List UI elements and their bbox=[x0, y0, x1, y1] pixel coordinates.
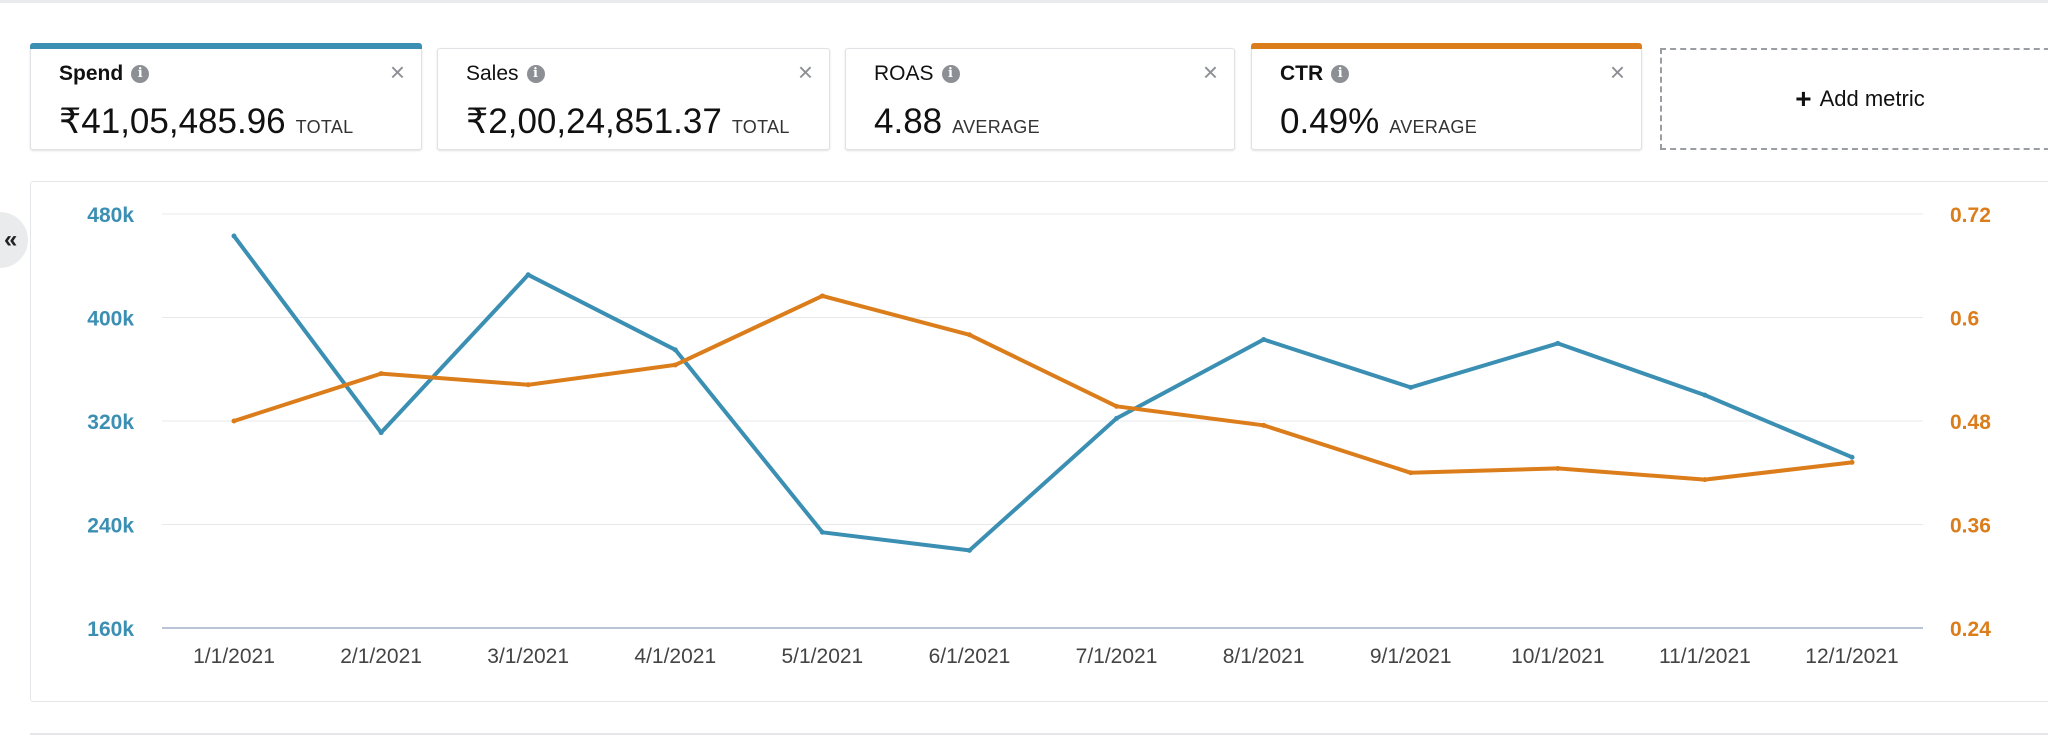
x-axis-tick-label: 11/1/2021 bbox=[1659, 645, 1751, 668]
metric-aggregation: TOTAL bbox=[731, 117, 790, 137]
metric-aggregation: AVERAGE bbox=[1389, 117, 1478, 137]
add-metric-label: Add metric bbox=[1819, 86, 1925, 111]
left-axis-tick-label: 400k bbox=[87, 308, 134, 331]
metric-card-roas[interactable]: ROAS i × 4.88 AVERAGE bbox=[845, 48, 1235, 150]
data-point-spend bbox=[1261, 336, 1267, 342]
metric-name: ROAS i bbox=[874, 61, 960, 87]
bottom-divider bbox=[30, 733, 2048, 735]
data-point-spend bbox=[525, 272, 531, 278]
x-axis-tick-label: 9/1/2021 bbox=[1370, 645, 1452, 668]
metric-value-number: 0.49% bbox=[1280, 102, 1380, 141]
data-point-spend bbox=[1408, 384, 1414, 390]
metric-value: 0.49% AVERAGE bbox=[1280, 101, 1477, 143]
metric-name-label: ROAS bbox=[874, 62, 934, 85]
metric-name: Sales i bbox=[466, 61, 545, 87]
data-point-spend bbox=[819, 529, 825, 535]
data-point-ctr bbox=[1555, 465, 1561, 471]
top-divider bbox=[0, 0, 2048, 3]
data-point-ctr bbox=[1408, 470, 1414, 476]
metric-card-ctr[interactable]: CTR i × 0.49% AVERAGE bbox=[1251, 43, 1642, 150]
chart-panel bbox=[30, 181, 2048, 702]
info-icon[interactable]: i bbox=[526, 65, 545, 83]
right-axis-tick-label: 0.6 bbox=[1950, 308, 1979, 331]
data-point-ctr bbox=[819, 293, 825, 299]
x-axis-tick-label: 1/1/2021 bbox=[193, 645, 275, 668]
left-axis-tick-label: 480k bbox=[87, 204, 134, 227]
info-icon[interactable]: i bbox=[1331, 65, 1350, 83]
data-point-ctr bbox=[672, 362, 678, 368]
data-point-ctr bbox=[1702, 477, 1708, 483]
data-point-spend bbox=[1114, 415, 1120, 421]
right-axis-tick-label: 0.72 bbox=[1950, 204, 1991, 227]
metric-name-label: CTR bbox=[1280, 62, 1324, 85]
data-point-ctr bbox=[966, 332, 972, 338]
metric-name-label: Spend bbox=[59, 62, 124, 85]
left-axis-tick-label: 160k bbox=[87, 618, 134, 641]
data-point-ctr bbox=[525, 382, 531, 388]
x-axis-tick-label: 4/1/2021 bbox=[634, 645, 716, 668]
close-icon[interactable]: × bbox=[797, 57, 813, 87]
info-icon[interactable]: i bbox=[131, 65, 150, 83]
metric-name: CTR i bbox=[1280, 61, 1350, 87]
data-point-spend bbox=[1849, 454, 1855, 460]
metric-card-sales[interactable]: Sales i × ₹2,00,24,851.37 TOTAL bbox=[437, 48, 830, 150]
x-axis-tick-label: 10/1/2021 bbox=[1511, 645, 1604, 668]
data-point-ctr bbox=[1114, 403, 1120, 409]
data-point-spend bbox=[1555, 340, 1561, 346]
data-point-ctr bbox=[1849, 459, 1855, 465]
x-axis-tick-label: 3/1/2021 bbox=[487, 645, 569, 668]
metric-value-number: 4.88 bbox=[874, 102, 943, 141]
data-point-spend bbox=[231, 233, 237, 239]
metric-value: ₹41,05,485.96 TOTAL bbox=[59, 101, 354, 143]
left-axis-tick-label: 240k bbox=[87, 515, 134, 538]
close-icon[interactable]: × bbox=[1609, 57, 1625, 87]
x-axis-tick-label: 6/1/2021 bbox=[929, 645, 1011, 668]
add-metric-button[interactable]: + Add metric bbox=[1660, 48, 2048, 150]
right-axis-tick-label: 0.36 bbox=[1950, 515, 1991, 538]
right-axis-tick-label: 0.48 bbox=[1950, 411, 1991, 434]
metric-card-spend[interactable]: Spend i × ₹41,05,485.96 TOTAL bbox=[30, 43, 422, 150]
data-point-ctr bbox=[1261, 422, 1267, 428]
metric-value: 4.88 AVERAGE bbox=[874, 101, 1040, 143]
metric-aggregation: AVERAGE bbox=[952, 117, 1040, 137]
data-point-spend bbox=[966, 547, 972, 553]
x-axis-tick-label: 2/1/2021 bbox=[340, 645, 422, 668]
data-point-spend bbox=[378, 430, 384, 436]
left-axis-tick-label: 320k bbox=[87, 411, 134, 434]
metric-accent-bar bbox=[1251, 43, 1642, 49]
close-icon[interactable]: × bbox=[1202, 57, 1218, 87]
x-axis-tick-label: 5/1/2021 bbox=[781, 645, 863, 668]
metric-value: ₹2,00,24,851.37 TOTAL bbox=[466, 101, 790, 143]
x-axis-tick-label: 7/1/2021 bbox=[1076, 645, 1158, 668]
data-point-spend bbox=[672, 347, 678, 353]
series-line-ctr bbox=[232, 293, 1854, 482]
data-point-ctr bbox=[378, 371, 384, 377]
close-icon[interactable]: × bbox=[389, 57, 405, 87]
plus-icon: + bbox=[1795, 83, 1812, 114]
series-line-spend bbox=[232, 234, 1854, 553]
metric-value-number: ₹2,00,24,851.37 bbox=[466, 102, 722, 141]
x-axis-tick-label: 8/1/2021 bbox=[1223, 645, 1305, 668]
data-point-ctr bbox=[231, 418, 237, 424]
right-axis-tick-label: 0.24 bbox=[1950, 618, 1991, 641]
metric-name: Spend i bbox=[59, 61, 150, 87]
metric-name-label: Sales bbox=[466, 62, 519, 85]
data-point-spend bbox=[1702, 392, 1708, 398]
x-axis-tick-label: 12/1/2021 bbox=[1805, 645, 1898, 668]
metric-aggregation: TOTAL bbox=[295, 117, 354, 137]
metric-accent-bar bbox=[30, 43, 422, 49]
metric-value-number: ₹41,05,485.96 bbox=[59, 102, 286, 141]
info-icon[interactable]: i bbox=[941, 65, 960, 83]
